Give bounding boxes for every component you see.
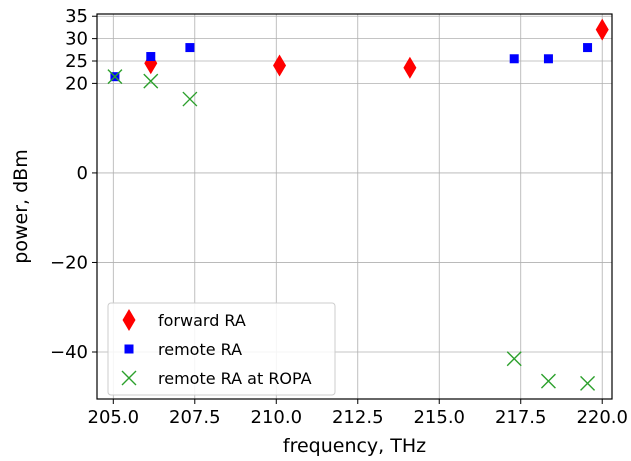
- data-point: [182, 91, 198, 107]
- data-point: [583, 43, 593, 53]
- x-tick-label: 212.5: [332, 407, 384, 428]
- y-tick-label: 0: [77, 163, 88, 184]
- legend-label: remote RA: [158, 340, 242, 359]
- x-tick-label: 205.0: [88, 407, 140, 428]
- x-tick-label: 207.5: [169, 407, 221, 428]
- data-point: [146, 52, 156, 62]
- legend-marker: [121, 370, 137, 386]
- legend-marker: [124, 344, 134, 354]
- series-diamond: [144, 18, 609, 79]
- data-point: [595, 18, 609, 41]
- y-tick-label: 25: [65, 51, 88, 72]
- x-tick-label: 210.0: [251, 407, 303, 428]
- y-tick-label: 30: [65, 29, 88, 50]
- grid: [97, 14, 612, 399]
- legend-marker: [122, 309, 136, 331]
- data-point: [543, 54, 553, 64]
- x-tick-label: 217.5: [495, 407, 547, 428]
- data-point: [273, 54, 287, 77]
- data-point: [540, 373, 556, 389]
- data-point: [506, 351, 522, 367]
- data-point: [107, 69, 123, 85]
- y-tick-label: −20: [50, 252, 88, 273]
- data-marks: [107, 18, 609, 391]
- x-axis-label: frequency, THz: [283, 435, 426, 457]
- legend-box: [107, 302, 336, 396]
- y-axis-label: power, dBm: [10, 149, 32, 263]
- data-point: [403, 56, 417, 79]
- series-square: [110, 43, 593, 82]
- y-tick-label: 35: [65, 6, 88, 27]
- legend-label: remote RA at ROPA: [158, 369, 312, 388]
- data-point: [185, 43, 195, 53]
- data-point: [509, 54, 519, 64]
- legend-label: forward RA: [158, 311, 246, 330]
- series-x: [107, 69, 596, 391]
- legend: forward RA remote RA remote RA at ROPA: [107, 302, 336, 396]
- x-tick-label: 215.0: [413, 407, 465, 428]
- data-point: [580, 375, 596, 391]
- x-tick-label: 220.0: [576, 407, 628, 428]
- y-tick-label: −40: [50, 342, 88, 363]
- y-tick-label: 20: [65, 73, 88, 94]
- data-point: [143, 73, 159, 89]
- plot-area-frame: [96, 13, 613, 400]
- x-axis-ticks: 205.0 207.5 210.0 212.5 215.0 217.5 220.0: [88, 399, 628, 428]
